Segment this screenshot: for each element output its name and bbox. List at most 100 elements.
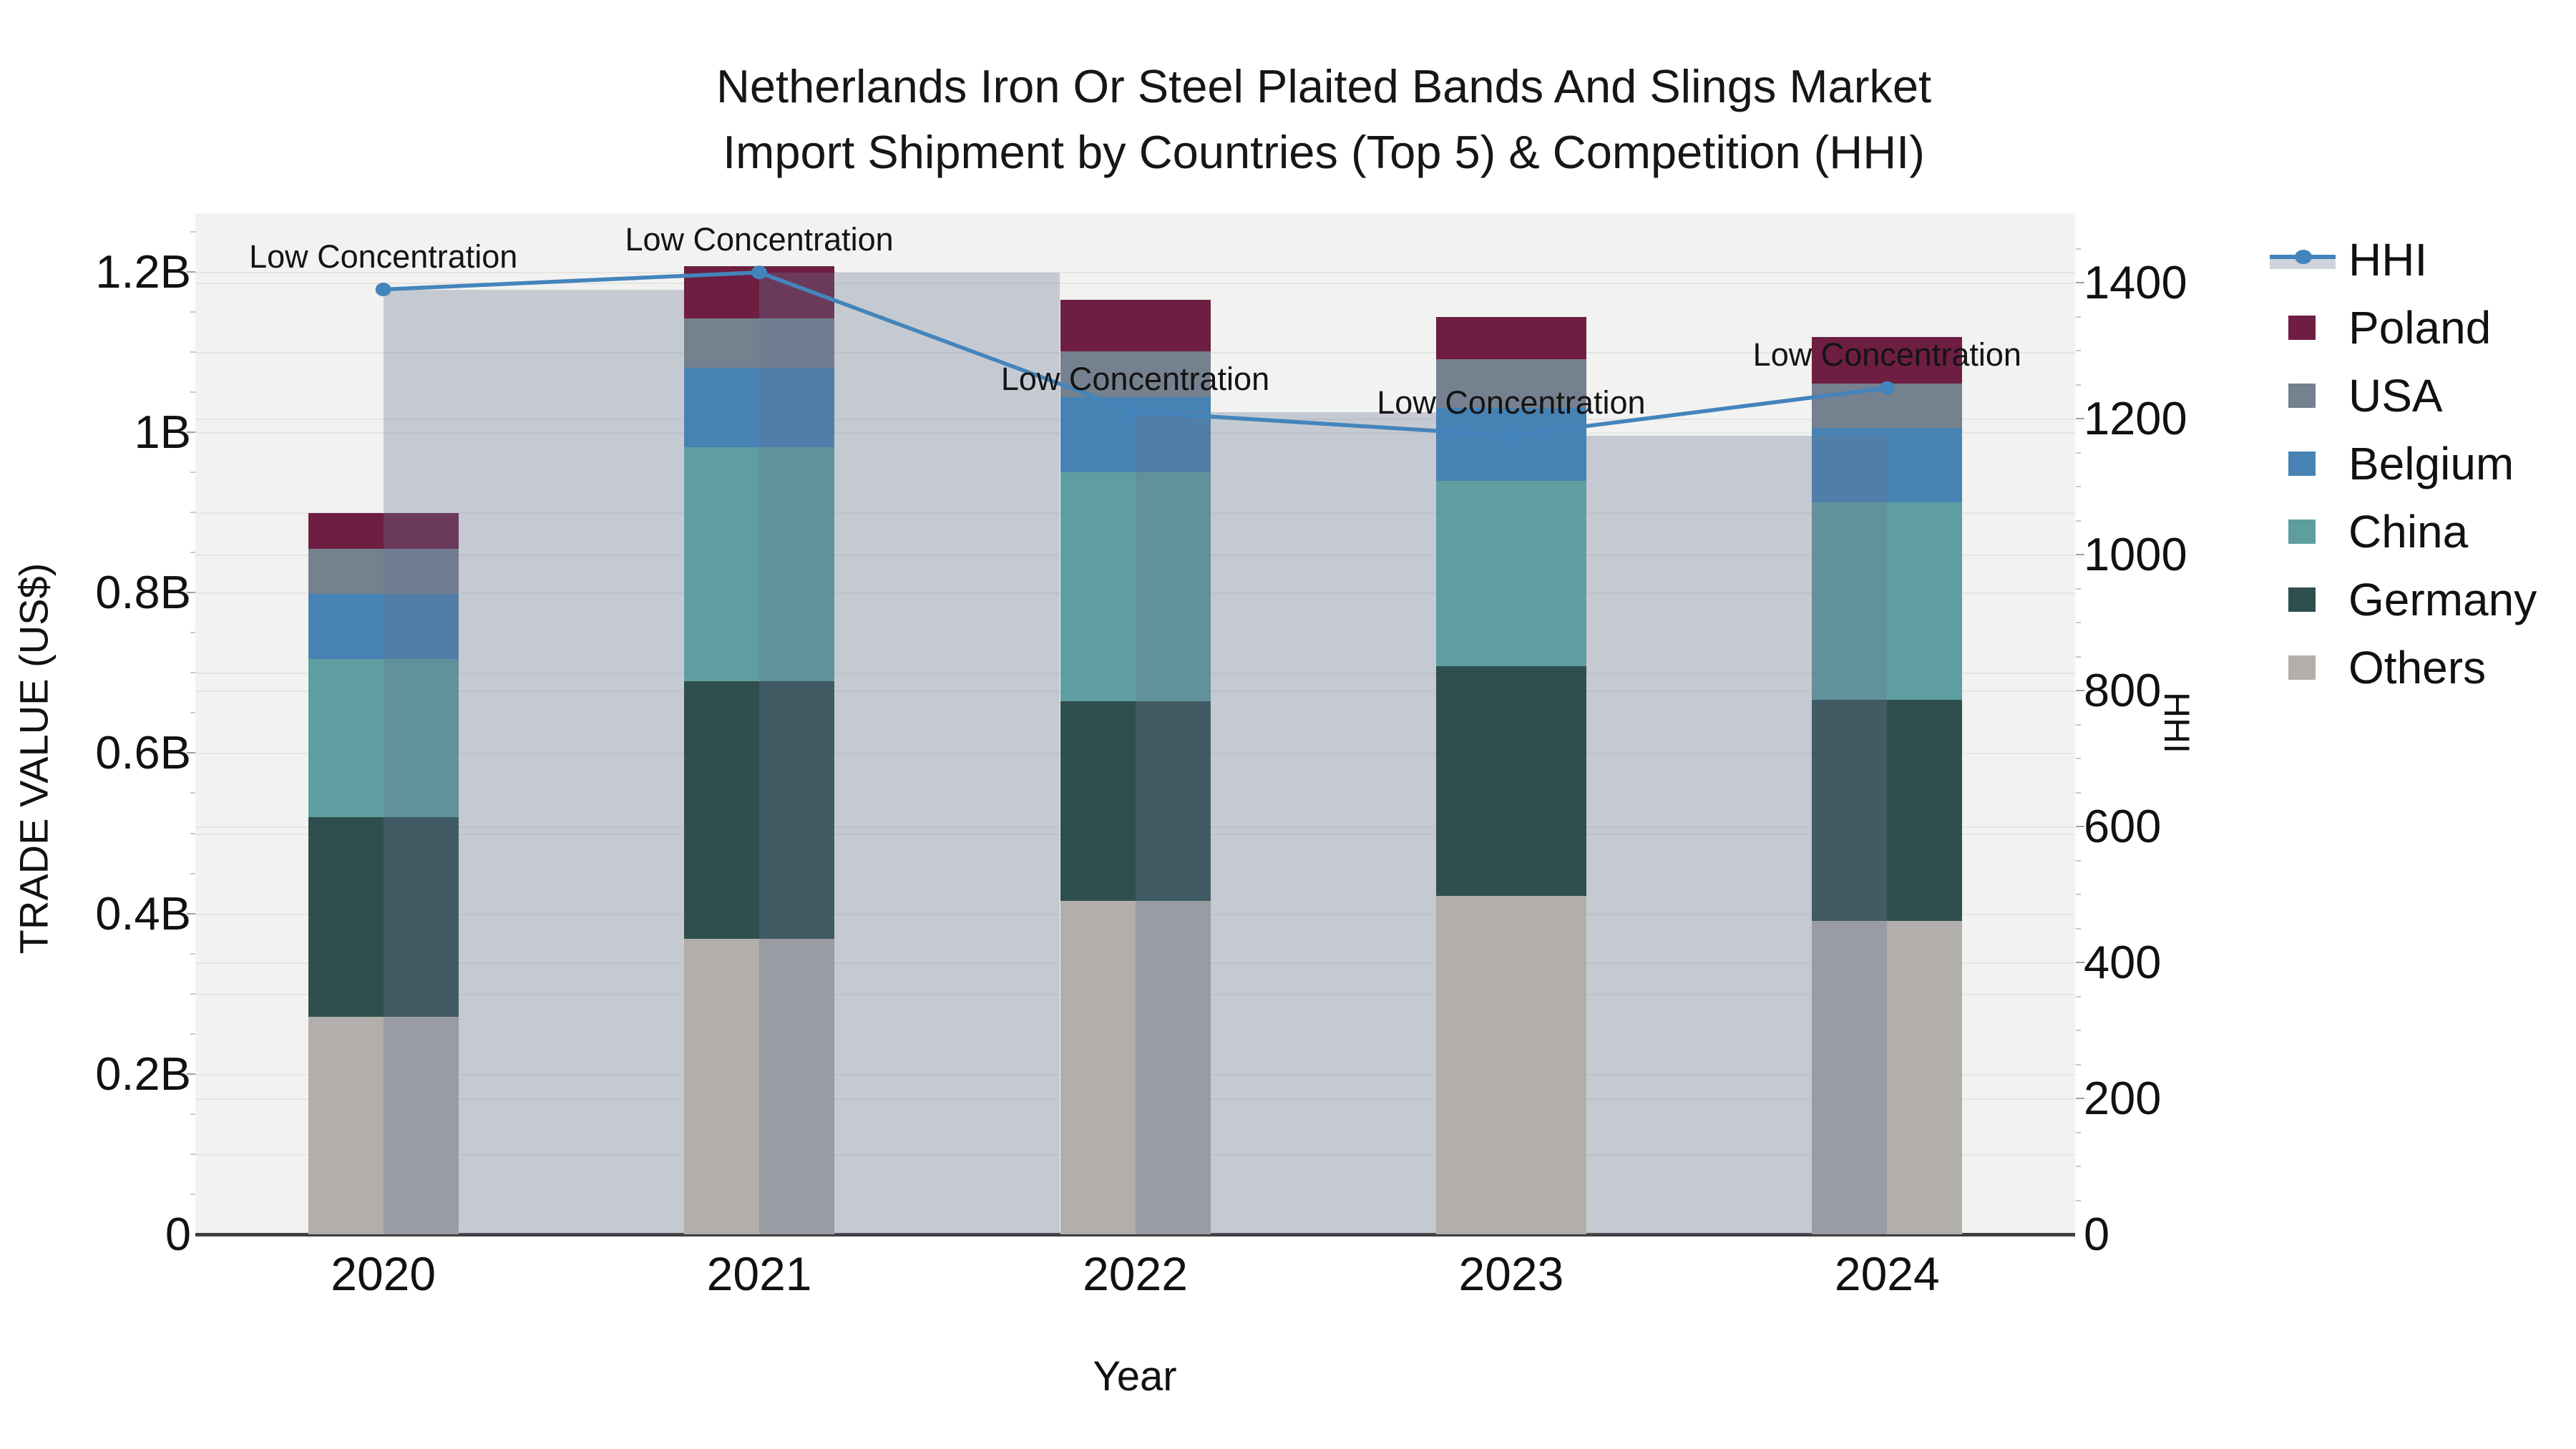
bar-segment-2021-germany[interactable] <box>684 680 835 940</box>
x-tick-2022: 2022 <box>1083 1247 1188 1300</box>
bar-segment-2020-usa[interactable] <box>308 548 459 595</box>
bar-segment-2020-poland[interactable] <box>308 513 459 549</box>
y-right-tick-1200: 1200 <box>2084 392 2187 444</box>
bar-segment-2024-others[interactable] <box>1812 920 1963 1234</box>
annotation-low-concentration-2024: Low Concentration <box>1752 336 2021 374</box>
y-left-tickmark <box>187 752 195 754</box>
legend-label-germany: Germany <box>2348 573 2537 625</box>
bar-segment-2020-others[interactable] <box>308 1017 459 1234</box>
y-right-tickmark <box>2076 859 2081 862</box>
legend-item-belgium[interactable]: Belgium <box>2261 429 2569 497</box>
hhi-band-2021[interactable] <box>759 272 1060 1234</box>
y-right-tickmark <box>2076 282 2084 283</box>
legend-swatch-usa <box>2288 383 2316 408</box>
bar-segment-2023-others[interactable] <box>1435 895 1586 1234</box>
x-tick-2021: 2021 <box>706 1247 812 1300</box>
legend-swatch-china <box>2288 519 2316 544</box>
gridline-right-axis <box>195 283 2075 284</box>
hhi-band-2022[interactable] <box>1135 411 1436 1234</box>
y-right-tickmark <box>2076 758 2081 759</box>
y-right-tickmark <box>2076 723 2081 726</box>
bar-segment-2021-others[interactable] <box>684 939 835 1234</box>
y-right-tickmark <box>2076 486 2081 487</box>
y-right-tickmark <box>2076 350 2081 351</box>
bar-segment-2022-others[interactable] <box>1060 900 1211 1234</box>
chart-title-line1: Netherlands Iron Or Steel Plaited Bands … <box>716 60 1932 112</box>
x-tick-2024: 2024 <box>1834 1247 1940 1300</box>
y-right-tickmark <box>2076 1030 2081 1031</box>
bar-segment-2020-germany[interactable] <box>308 817 459 1018</box>
y-left-tickmark <box>187 912 195 914</box>
y-left-tickmark <box>190 1153 195 1155</box>
legend-swatch-belgium <box>2288 451 2316 476</box>
y-right-tickmark <box>2076 1166 2081 1167</box>
y-right-tick-400: 400 <box>2084 936 2162 988</box>
bar-segment-2023-germany[interactable] <box>1435 666 1586 896</box>
hhi-band-2023[interactable] <box>1586 435 1888 1234</box>
legend-swatch-others <box>2288 655 2316 680</box>
y-right-tickmark <box>2076 962 2084 963</box>
bar-segment-2021-china[interactable] <box>684 447 835 681</box>
y-right-tickmark <box>2076 1199 2081 1201</box>
x-axis-line <box>195 1233 2075 1236</box>
y-axis-title-right: HHI <box>2157 691 2197 754</box>
y-right-tickmark <box>2076 418 2084 419</box>
legend-item-hhi[interactable]: HHI <box>2261 225 2569 293</box>
y-right-tickmark <box>2076 248 2081 250</box>
y-right-tick-1000: 1000 <box>2084 528 2187 580</box>
legend-label-others: Others <box>2348 641 2487 693</box>
legend-item-others[interactable]: Others <box>2261 633 2569 701</box>
bar-segment-2022-germany[interactable] <box>1060 701 1211 901</box>
y-right-tickmark <box>2076 519 2081 522</box>
bar-segment-2020-belgium[interactable] <box>308 594 459 660</box>
legend: HHI Poland USA Belgium China Germany Others <box>2261 225 2569 701</box>
y-right-tickmark <box>2076 927 2081 930</box>
y-left-tickmark <box>190 351 195 353</box>
y-left-tickmark <box>190 552 195 554</box>
legend-item-germany[interactable]: Germany <box>2261 565 2569 633</box>
y-left-tickmark <box>190 391 195 393</box>
legend-item-china[interactable]: China <box>2261 497 2569 565</box>
y-left-tickmark <box>190 792 195 794</box>
y-left-tick-0.4B: 0.4B <box>95 887 191 940</box>
y-left-tick-0.8B: 0.8B <box>95 566 191 619</box>
y-left-tickmark <box>190 872 195 874</box>
y-left-tickmark <box>190 832 195 834</box>
hhi-band-2020[interactable] <box>383 289 685 1234</box>
y-right-tickmark <box>2076 690 2084 691</box>
legend-hhi-marker-icon <box>2295 249 2312 264</box>
legend-label-poland: Poland <box>2348 301 2492 353</box>
legend-label-usa: USA <box>2348 369 2443 421</box>
y-left-tickmark <box>190 1033 195 1035</box>
y-right-tickmark <box>2076 452 2081 454</box>
legend-label-belgium: Belgium <box>2348 437 2514 489</box>
bar-segment-2022-poland[interactable] <box>1060 300 1211 351</box>
y-left-tick-0.2B: 0.2B <box>95 1047 191 1100</box>
y-right-tickmark <box>2076 995 2081 997</box>
y-right-tickmark <box>2076 655 2081 658</box>
y-left-tickmark <box>187 592 195 594</box>
bar-segment-2023-china[interactable] <box>1435 481 1586 667</box>
bar-segment-2024-usa[interactable] <box>1812 383 1963 429</box>
bar-segment-2020-china[interactable] <box>308 659 459 818</box>
legend-item-usa[interactable]: USA <box>2261 361 2569 429</box>
legend-item-poland[interactable]: Poland <box>2261 293 2569 361</box>
y-right-tickmark <box>2076 1131 2081 1133</box>
bar-segment-2024-china[interactable] <box>1812 502 1963 701</box>
annotation-low-concentration-2021: Low Concentration <box>625 220 894 258</box>
y-left-tick-1B: 1B <box>134 406 191 458</box>
y-left-tickmark <box>190 230 195 233</box>
y-left-tickmark <box>190 712 195 714</box>
y-left-tickmark <box>190 672 195 674</box>
y-right-tickmark <box>2076 1098 2084 1099</box>
y-right-tick-0: 0 <box>2084 1208 2110 1260</box>
bar-segment-2022-china[interactable] <box>1060 472 1211 701</box>
bar-segment-2024-belgium[interactable] <box>1812 428 1963 502</box>
bar-segment-2024-germany[interactable] <box>1812 700 1963 921</box>
bar-segment-2023-poland[interactable] <box>1435 316 1586 359</box>
y-left-tickmark <box>190 952 195 955</box>
y-left-tickmark <box>190 472 195 474</box>
y-left-tickmark <box>190 992 195 995</box>
y-right-tickmark <box>2076 384 2081 386</box>
